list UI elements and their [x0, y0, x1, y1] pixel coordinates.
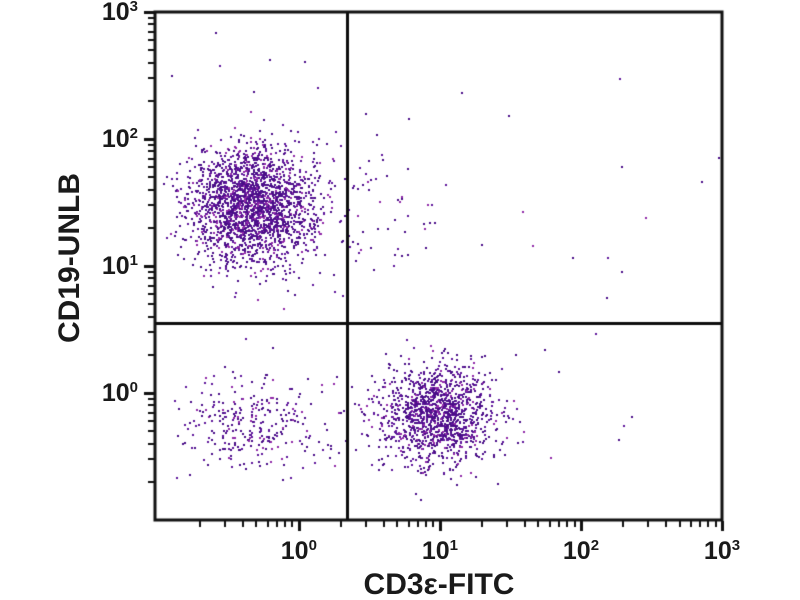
- x-tick-label: 103: [703, 537, 741, 565]
- y-tick-label: 101: [101, 252, 138, 280]
- x-tick-label: 102: [562, 537, 600, 565]
- y-axis-label: CD19-UNLB: [53, 172, 86, 344]
- y-tick-label: 102: [101, 125, 138, 153]
- x-tick-label: 101: [421, 537, 458, 565]
- x-axis-label: CD3ε-FITC: [363, 568, 515, 600]
- y-tick-label: 103: [101, 0, 138, 26]
- y-tick-label: 100: [101, 379, 138, 407]
- x-tick-label: 100: [280, 537, 317, 565]
